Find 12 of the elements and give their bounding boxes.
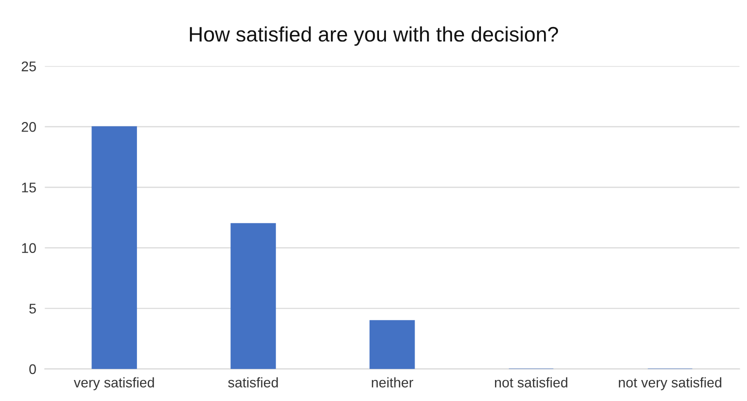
x-tick-label: neither — [372, 377, 414, 388]
x-tick-label: not very satisfied — [618, 377, 722, 390]
y-tick-label: 0 — [29, 364, 36, 374]
chart-title: How satisfied are you with the decision? — [190, 26, 558, 46]
y-tick-label: 15 — [22, 182, 36, 192]
x-tick-label: very satisfied — [74, 377, 154, 390]
x-tick-label: not satisfied — [494, 377, 568, 388]
y-tick-label: 5 — [29, 304, 36, 314]
y-tick-label: 10 — [22, 243, 36, 253]
x-tick-label: satisfied — [228, 377, 278, 388]
y-tick-label: 25 — [22, 62, 36, 72]
y-tick-label: 20 — [22, 122, 36, 132]
